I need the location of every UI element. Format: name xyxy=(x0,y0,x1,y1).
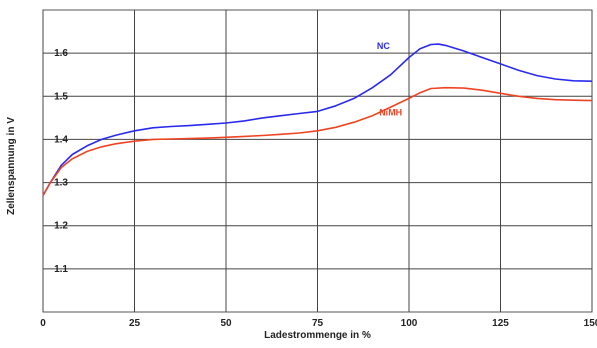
grid xyxy=(42,9,593,313)
y-tick-label: 1.2 xyxy=(54,221,68,232)
labels: NC NiMH xyxy=(377,41,402,118)
x-tick-label: 150 xyxy=(584,318,597,329)
y-tick-label: 1.5 xyxy=(54,91,68,102)
series-lines xyxy=(42,43,593,196)
x-tick-label: 25 xyxy=(129,318,141,329)
x-tick-label: 100 xyxy=(401,318,418,329)
y-tick-label: 1.6 xyxy=(54,48,68,59)
series-line-nimh xyxy=(42,86,593,196)
x-tick-label: 0 xyxy=(40,318,46,329)
x-tick-label: 75 xyxy=(312,318,324,329)
series-line-nc xyxy=(42,43,593,196)
x-tick-label: 50 xyxy=(220,318,232,329)
y-axis-title: Zellenspannung in V xyxy=(6,117,17,215)
x-axis-title: Ladestrommenge in % xyxy=(264,330,371,341)
y-tick-label: 1.3 xyxy=(54,178,68,189)
y-tick-label: 1.4 xyxy=(54,134,68,145)
x-tick-label: 125 xyxy=(492,318,509,329)
series-label-nimh: NiMH xyxy=(379,108,402,118)
y-tick-label: 1.1 xyxy=(54,264,68,275)
series-label-nc: NC xyxy=(377,41,390,51)
axes: 0 25 50 75 100 125 150 1.1 1.2 1.3 1.4 1.5 1.6 xyxy=(40,48,597,329)
